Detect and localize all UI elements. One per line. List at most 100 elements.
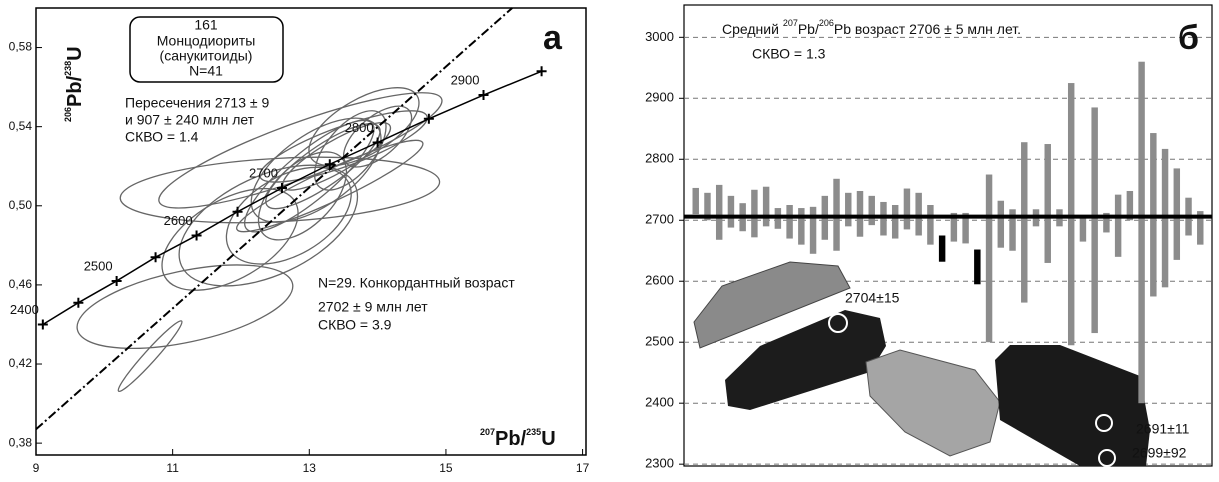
error-bar: [927, 205, 934, 245]
zircon: [725, 310, 886, 410]
age-label: 2700: [249, 165, 278, 180]
y-tick-label: 0,46: [9, 277, 33, 291]
sample-box-text: 161 Монцодиориты (санукитоиды) N=41: [157, 17, 256, 79]
chart-subtitle: СКВО = 1.3: [752, 46, 826, 62]
error-bar: [704, 192, 711, 221]
error-bar: [1138, 61, 1145, 404]
spot: [828, 313, 848, 333]
age-marker: [536, 66, 547, 77]
y-axis-label: 206Pb/238U: [63, 46, 86, 122]
error-bar: [786, 205, 793, 239]
sup: 206: [819, 18, 834, 28]
error-bar: [938, 235, 946, 262]
x-axis-label: 207Pb/235U: [480, 427, 556, 450]
label-part: Pb/: [64, 75, 86, 107]
x-tick-label: 11: [166, 461, 179, 475]
error-ellipse: [308, 87, 420, 167]
label-part: U: [64, 46, 86, 60]
annotation: Пересечения 2713 ± 9: [125, 95, 269, 111]
error-bar: [809, 206, 817, 254]
spot: [1098, 449, 1116, 467]
y-tick-label: 2700: [645, 212, 674, 227]
y-tick-label: 0,54: [9, 119, 33, 133]
label-part: Pb/: [495, 428, 527, 450]
error-bar: [762, 186, 770, 227]
error-bar: [1173, 168, 1181, 260]
error-bar: [727, 195, 735, 228]
age-label: 2500: [84, 258, 113, 273]
y-tick-label: 0,42: [9, 356, 33, 370]
y-tick-label: 3000: [645, 29, 674, 44]
annotation: N=29. Конкордантный возраст: [318, 275, 515, 291]
x-tick-label: 17: [576, 461, 590, 475]
y-tick-label: 0,50: [9, 198, 33, 212]
age-marker: [276, 182, 287, 193]
error-ellipse: [259, 110, 428, 183]
title-part: Pb/: [798, 21, 819, 37]
error-ellipse: [225, 166, 352, 265]
age-marker: [37, 319, 48, 330]
y-tick-label: 2400: [645, 395, 674, 410]
error-bar: [903, 188, 911, 230]
age-marker: [478, 90, 489, 101]
sup: 206: [63, 107, 73, 122]
error-bar: [915, 192, 922, 236]
error-bar: [1197, 211, 1204, 245]
y-tick-label: 2600: [645, 273, 674, 288]
x-tick-label: 15: [439, 461, 453, 475]
panel-label: б: [1178, 19, 1199, 57]
error-bar: [845, 192, 852, 227]
box-line: N=41: [189, 63, 223, 79]
sample-box: [129, 16, 284, 83]
error-ellipse: [178, 164, 359, 287]
age-marker: [324, 159, 335, 170]
title-part: Pb возраст 2706 ± 5 млн лет.: [834, 21, 1021, 37]
y-tick-label: 0,58: [9, 40, 33, 54]
error-bar: [1009, 209, 1016, 251]
panel-label: а: [543, 19, 563, 57]
age-marker: [150, 252, 161, 263]
error-ellipse: [76, 264, 294, 349]
error-ellipse: [250, 117, 382, 223]
error-bar: [1044, 144, 1051, 263]
age-label: 2900: [451, 72, 480, 87]
age-marker: [111, 275, 122, 286]
error-ellipse: [313, 110, 387, 191]
error-bar: [715, 184, 723, 240]
zircon: [995, 345, 1150, 466]
x-tick-label: 9: [33, 461, 40, 475]
error-bar: [751, 189, 758, 238]
y-tick-label: 2300: [645, 456, 674, 471]
sup: 207: [480, 427, 495, 437]
error-bar: [1126, 190, 1134, 221]
grain-label: 2704±15: [845, 290, 900, 306]
box-line: Монцодиориты: [157, 33, 256, 49]
discordia-line: [35, 7, 513, 431]
error-bar: [1103, 212, 1110, 233]
error-ellipse: [282, 122, 392, 191]
concordia-line: [42, 70, 542, 326]
annotation: и 907 ± 240 млн лет: [125, 112, 255, 128]
zircon-images: [693, 261, 1150, 467]
error-ellipse: [343, 105, 413, 168]
annotation: СКВО = 1.4: [125, 129, 199, 145]
annotation: СКВО = 3.9: [318, 317, 392, 333]
box-line: 161: [194, 17, 218, 33]
error-bar: [950, 212, 958, 242]
zircon: [865, 349, 1001, 457]
error-bar: [1114, 194, 1122, 257]
title-part: Средний: [722, 21, 783, 37]
age-marker: [423, 113, 434, 124]
sup: 235: [526, 427, 541, 437]
error-bar: [985, 174, 993, 343]
y-tick-label: 2900: [645, 90, 674, 105]
sup: 207: [783, 18, 798, 28]
error-bar: [997, 200, 1005, 248]
age-label: 2400: [10, 302, 39, 317]
age-label: 2600: [164, 213, 193, 228]
error-ellipse: [161, 187, 299, 291]
y-tick-label: 0,38: [9, 435, 33, 449]
sup: 238: [63, 61, 73, 76]
age-marker: [372, 137, 383, 148]
